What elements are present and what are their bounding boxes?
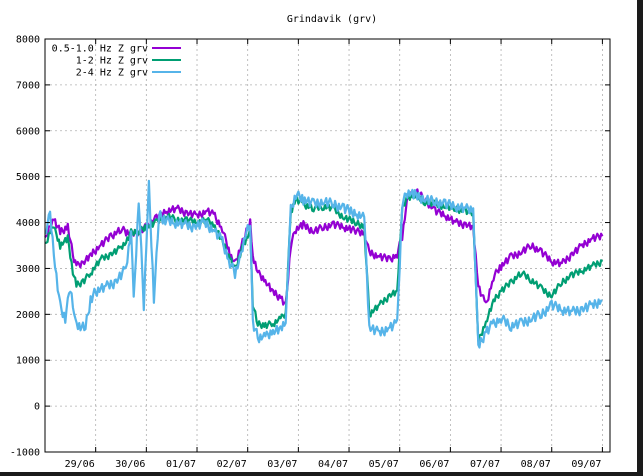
series-line <box>44 179 603 349</box>
y-tick-label: 8000 <box>16 35 40 46</box>
x-tick-label: 30/06 <box>115 459 145 470</box>
x-tick-label: 09/07 <box>571 459 601 470</box>
chart-title: Grindavik (grv) <box>287 14 377 25</box>
y-tick-label: 3000 <box>16 264 40 275</box>
plot-border <box>44 38 611 453</box>
y-tick-label: 5000 <box>16 172 40 183</box>
legend-label: 0.5-1.0 Hz Z grv <box>52 44 148 55</box>
y-tick-label: 7000 <box>16 80 40 91</box>
x-tick-label: 05/07 <box>369 459 399 470</box>
y-tick-label: 2000 <box>16 310 40 321</box>
series-layer <box>44 179 604 349</box>
x-tick-label: 07/07 <box>470 459 500 470</box>
y-axis: -1000 0 1000 2000 3000 4000 5000 6000 7000 8000 <box>10 35 610 459</box>
legend-label: 2-4 Hz Z grv <box>76 68 148 79</box>
x-tick-label: 08/07 <box>521 459 551 470</box>
y-tick-label: -1000 <box>10 448 40 459</box>
x-tick-label: 03/07 <box>267 459 297 470</box>
x-tick-label: 04/07 <box>318 459 348 470</box>
x-tick-label: 01/07 <box>166 459 196 470</box>
x-tick-label: 29/06 <box>65 459 95 470</box>
x-tick-label: 06/07 <box>419 459 449 470</box>
y-tick-label: 0 <box>34 402 40 413</box>
x-tick-label: 02/07 <box>217 459 247 470</box>
legend-label: 1-2 Hz Z grv <box>76 56 148 67</box>
y-tick-label: 4000 <box>16 218 40 229</box>
y-tick-label: 6000 <box>16 126 40 137</box>
series-line <box>44 192 604 343</box>
x-axis: 29/06 30/06 01/07 02/07 03/07 04/07 05/07 06/07… <box>65 39 603 470</box>
y-tick-label: 1000 <box>16 356 40 367</box>
